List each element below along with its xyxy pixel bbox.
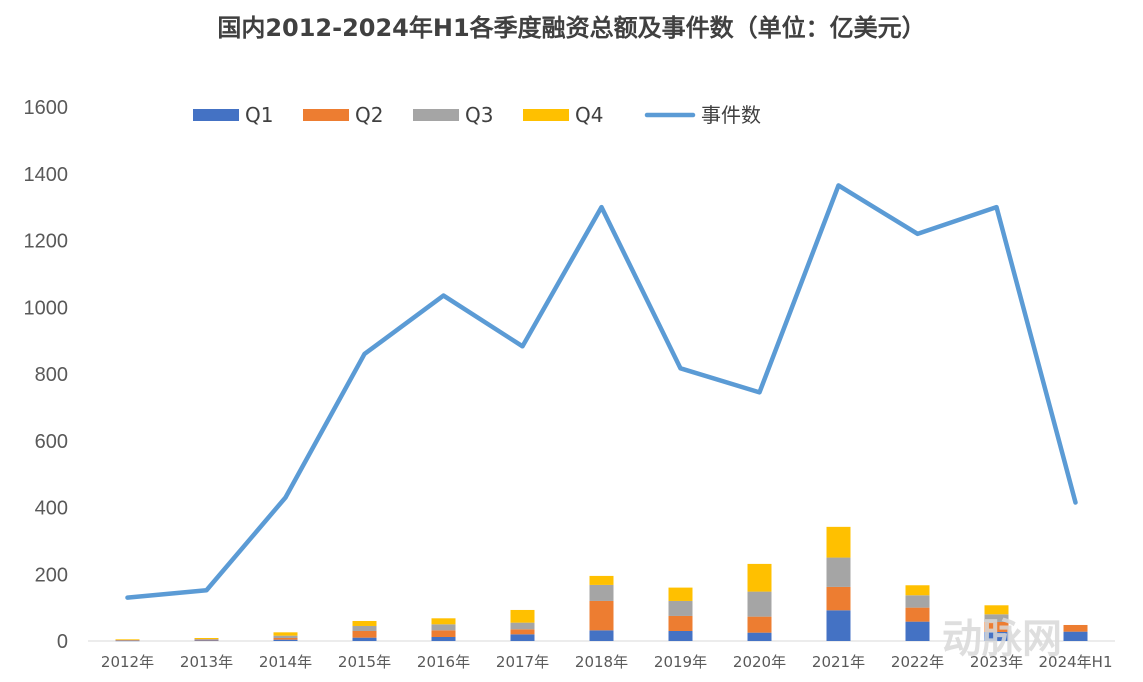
y-axis-ticks: 0 200 400 600 800 1000 1200 1400 1600 [24, 97, 69, 653]
bar-q3-2 [273, 635, 298, 638]
y-tick-label-600: 600 [35, 431, 68, 453]
bar-q1-7 [668, 630, 693, 641]
bar-q4-5 [510, 609, 535, 623]
bar-q3-0 [115, 639, 140, 641]
legend-label-1: Q2 [355, 103, 383, 127]
bar-q3-7 [668, 600, 693, 616]
event-count-line [125, 183, 1078, 600]
x-tick-label-8: 2020年 [733, 653, 786, 671]
legend: Q1 Q2 Q3 Q4 事件数 [193, 103, 761, 127]
bar-q2-10 [905, 607, 930, 622]
bar-q4-6 [589, 575, 614, 585]
bar-q2-5 [510, 629, 535, 635]
bar-q1-5 [510, 634, 535, 641]
bar-q3-4 [431, 624, 456, 631]
legend-swatch-0 [193, 109, 239, 121]
bar-q4-1 [194, 637, 219, 639]
y-tick-label-1400: 1400 [24, 164, 69, 186]
y-tick-label-200: 200 [35, 564, 68, 586]
bar-q1-0 [115, 640, 140, 642]
x-tick-label-0: 2012年 [101, 653, 154, 671]
bar-q4-0 [115, 639, 140, 640]
y-tick-label-800: 800 [35, 364, 68, 386]
bar-q1-10 [905, 621, 930, 641]
x-tick-label-2: 2014年 [259, 653, 312, 671]
bar-q4-10 [905, 585, 930, 596]
x-tick-label-4: 2016年 [417, 653, 470, 671]
bar-q1-1 [194, 640, 219, 641]
legend-label-0: Q1 [245, 103, 273, 127]
x-axis-ticks: 2012年 2013年 2014年 2015年 2016年 2017年 2018年 2019年… [101, 653, 1113, 671]
x-tick-label-7: 2019年 [654, 653, 707, 671]
legend-swatch-3 [523, 109, 569, 121]
bar-q1-12 [1063, 631, 1088, 641]
bar-q2-12 [1063, 624, 1088, 632]
watermark-logo: 动脉网 [942, 616, 1062, 662]
x-tick-label-6: 2018年 [575, 653, 628, 671]
bar-q2-11 [984, 621, 1009, 632]
bar-q2-3 [352, 630, 377, 638]
legend-swatch-2 [413, 109, 459, 121]
legend-label-4: 事件数 [701, 103, 761, 127]
y-tick-label-1600: 1600 [24, 97, 69, 119]
legend-label-3: Q4 [575, 103, 603, 127]
bar-q2-8 [747, 616, 772, 633]
bar-q3-8 [747, 591, 772, 617]
bar-q3-6 [589, 584, 614, 601]
y-tick-label-400: 400 [35, 498, 68, 520]
bar-q1-11 [984, 631, 1009, 641]
bar-q2-7 [668, 615, 693, 631]
bar-q4-7 [668, 587, 693, 601]
legend-swatch-1 [303, 109, 349, 121]
line-series-event-count [125, 183, 1078, 600]
x-tick-label-11: 2023年 [970, 653, 1023, 671]
bar-q1-3 [352, 637, 377, 641]
bar-q3-1 [194, 638, 219, 640]
bar-q4-11 [984, 605, 1009, 615]
x-tick-label-12: 2024年H1 [1039, 653, 1113, 671]
stacked-bars [115, 526, 1088, 642]
bar-q3-9 [826, 557, 851, 587]
bar-q1-8 [747, 632, 772, 641]
bar-q4-9 [826, 526, 851, 558]
bar-q3-5 [510, 622, 535, 630]
bar-q3-11 [984, 614, 1009, 622]
chart-title: 国内2012-2024年H1各季度融资总额及事件数（单位：亿美元） [217, 14, 926, 42]
y-tick-label-0: 0 [57, 631, 68, 653]
bar-q2-0 [115, 640, 140, 641]
x-tick-label-1: 2013年 [180, 653, 233, 671]
x-tick-label-10: 2022年 [891, 653, 944, 671]
bar-q4-4 [431, 618, 456, 625]
bar-q1-9 [826, 610, 851, 641]
y-tick-label-1200: 1200 [24, 231, 69, 253]
bar-q4-2 [273, 632, 298, 636]
bar-q2-1 [194, 639, 219, 641]
bar-q2-4 [431, 630, 456, 637]
bar-q1-6 [589, 630, 614, 641]
bar-q4-8 [747, 563, 772, 592]
bar-q3-10 [905, 595, 930, 608]
y-tick-label-1000: 1000 [24, 297, 69, 319]
bar-q3-3 [352, 625, 377, 631]
bar-q4-3 [352, 620, 377, 626]
bar-q2-2 [273, 637, 298, 640]
bar-q2-9 [826, 586, 851, 611]
bar-q1-2 [273, 639, 298, 641]
legend-label-2: Q3 [465, 103, 493, 127]
x-tick-label-5: 2017年 [496, 653, 549, 671]
x-tick-label-9: 2021年 [812, 653, 865, 671]
bar-q1-4 [431, 636, 456, 641]
x-tick-label-3: 2015年 [338, 653, 391, 671]
bar-q2-6 [589, 600, 614, 631]
